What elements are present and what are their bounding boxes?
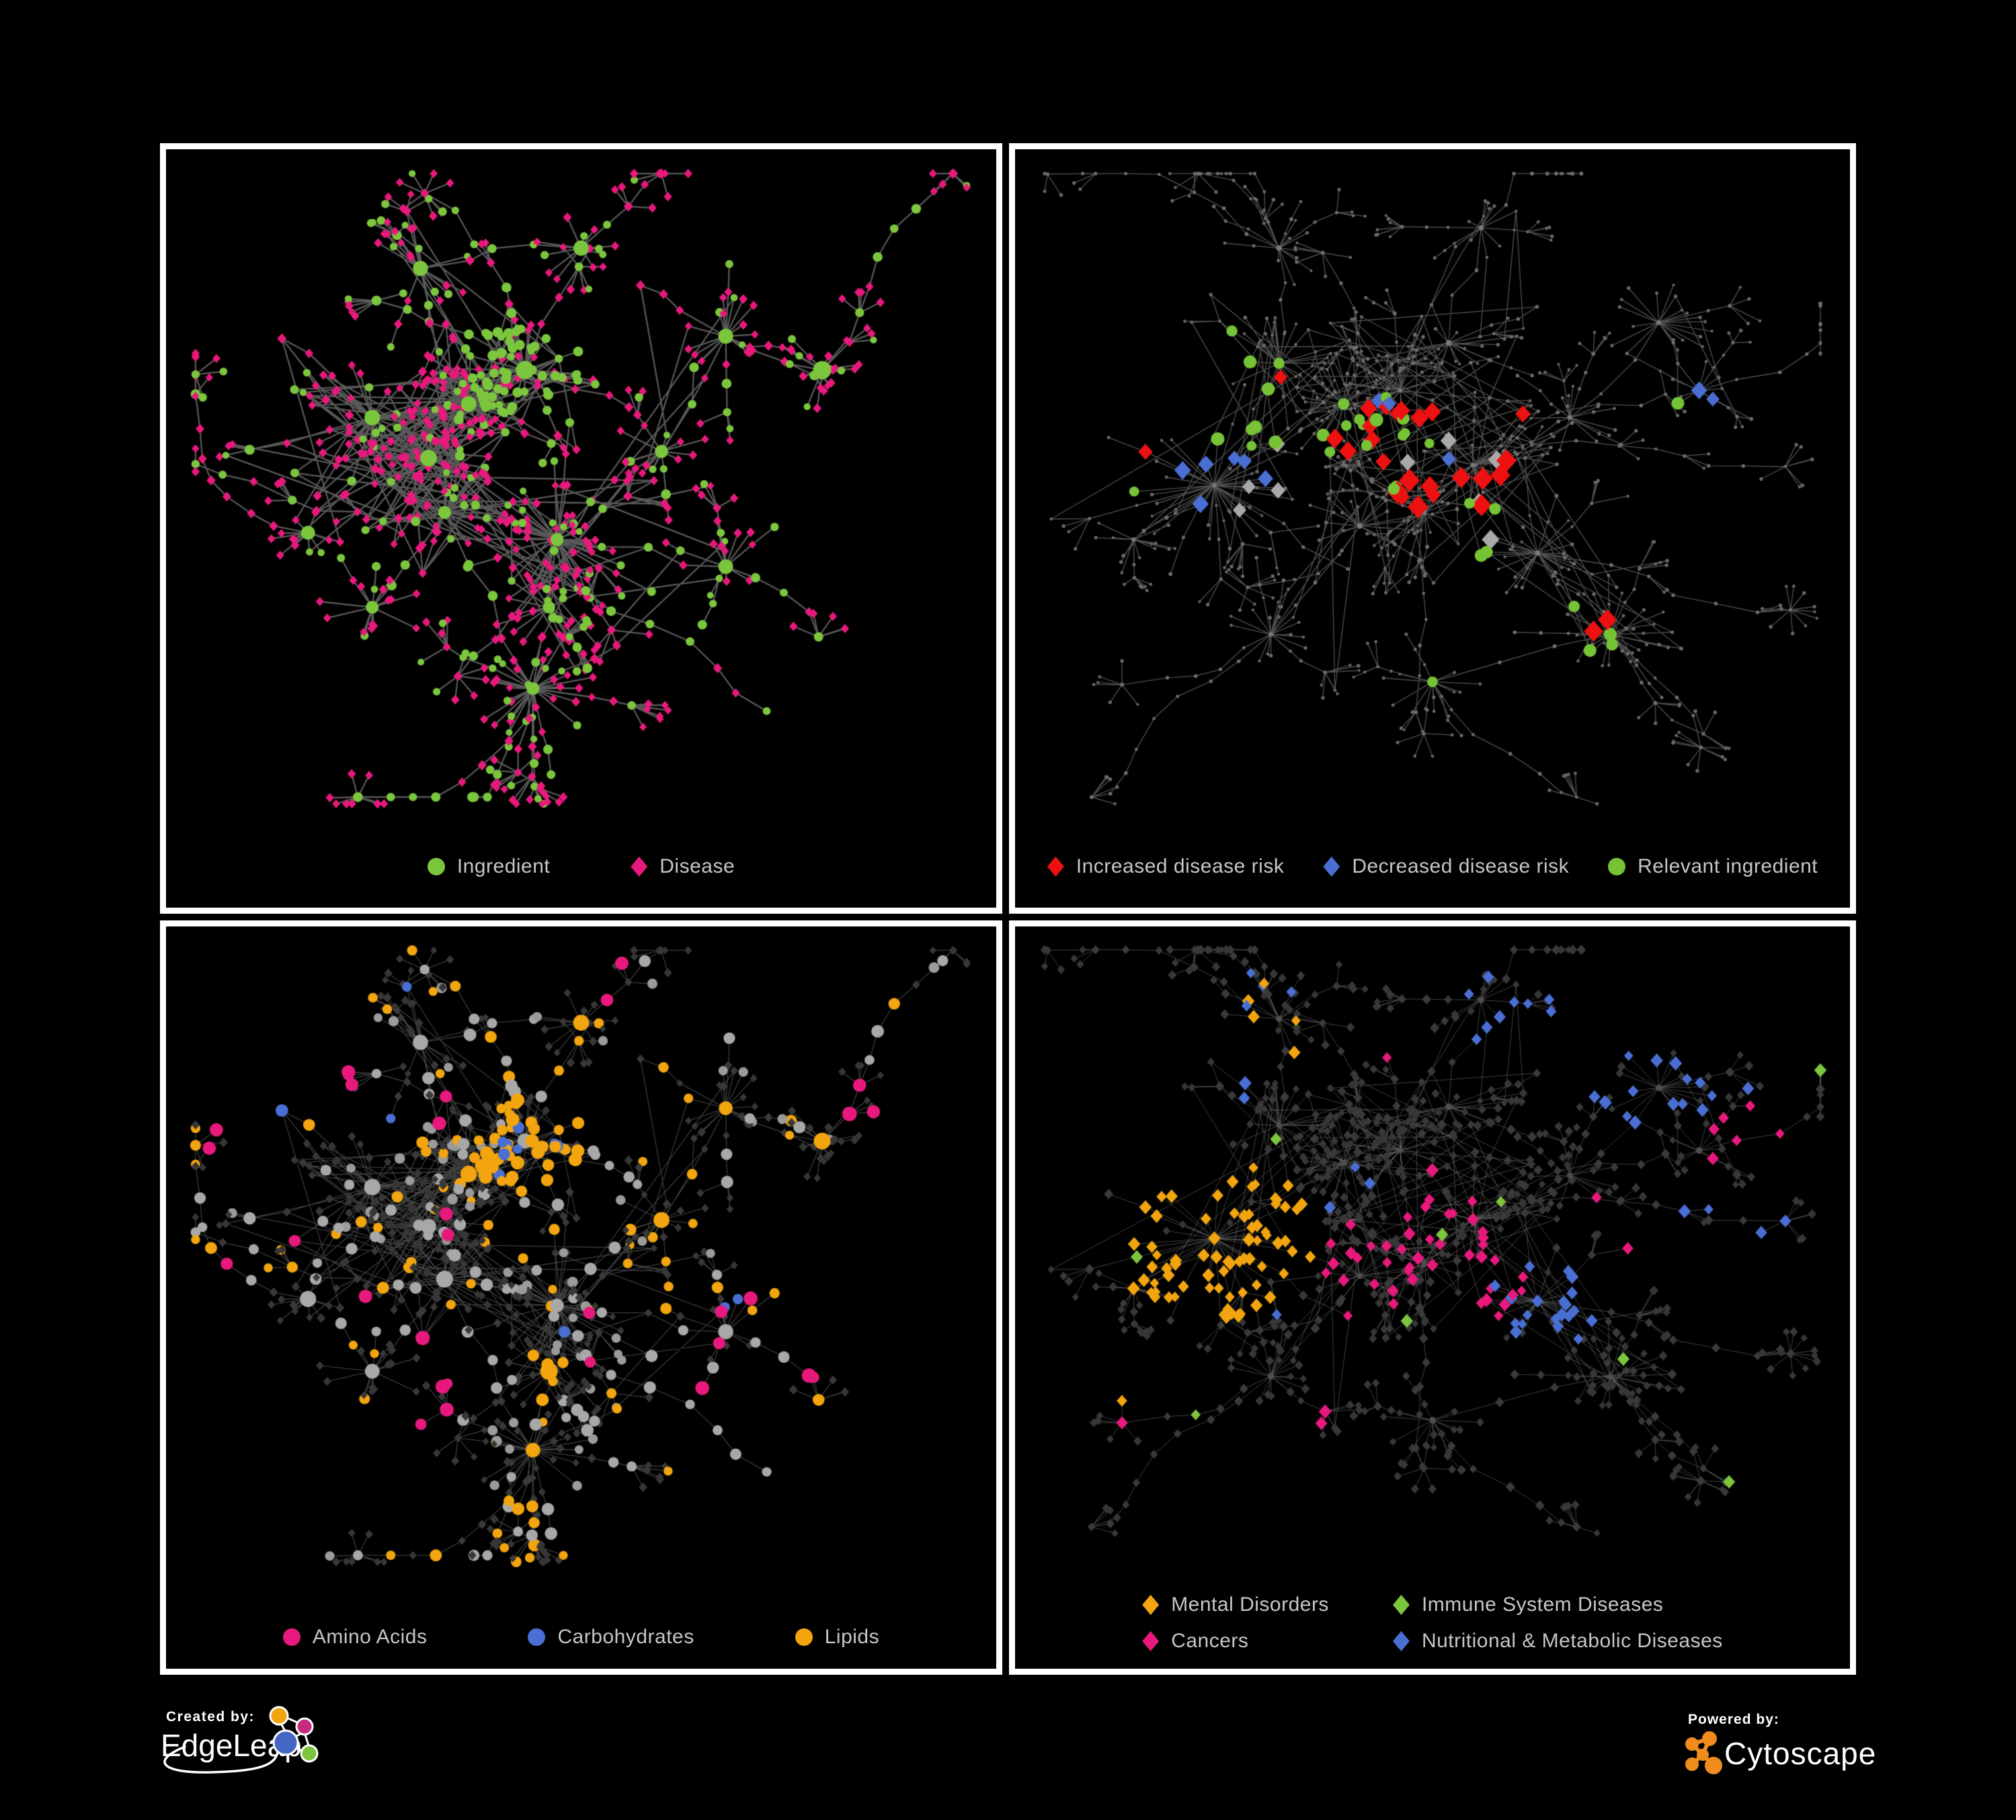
panel-nutrient-classes: Amino Acids Carbohydrates Lipids	[160, 920, 1002, 1675]
legend-item-ingredient: Ingredient	[427, 855, 551, 878]
legend-item-increased-risk: Increased disease risk	[1047, 855, 1284, 878]
network-canvas-ingredient-disease	[166, 149, 996, 848]
panel-disease-categories: Mental Disorders Immune System Diseases …	[1009, 920, 1856, 1675]
legend-item-mental-disorders: Mental Disorders	[1142, 1593, 1329, 1616]
legend-item-immune-system-diseases: Immune System Diseases	[1392, 1593, 1723, 1616]
carbohydrates-marker-icon	[528, 1628, 546, 1646]
powered-by-label: Powered by:	[1688, 1712, 1779, 1727]
edgeleap-network-icon	[269, 1706, 319, 1763]
panel-disease-risk: Increased disease risk Decreased disease…	[1009, 143, 1856, 914]
cytoscape-brand-text: Cytoscape	[1724, 1736, 1876, 1771]
legend-label: Mental Disorders	[1171, 1593, 1329, 1616]
legend-item-decreased-risk: Decreased disease risk	[1323, 855, 1569, 878]
immune-system-marker-icon	[1392, 1595, 1410, 1615]
network-canvas-nutrient-classes	[166, 926, 996, 1606]
network-canvas-disease-categories	[1015, 926, 1850, 1575]
cancers-marker-icon	[1142, 1631, 1160, 1651]
legend-item-nutritional-metabolic-diseases: Nutritional & Metabolic Diseases	[1392, 1630, 1723, 1653]
legend-item-cancers: Cancers	[1142, 1630, 1329, 1653]
legend-label: Lipids	[824, 1626, 880, 1648]
legend-item-amino-acids: Amino Acids	[282, 1626, 428, 1649]
panel-ingredient-disease: Ingredient Disease	[160, 143, 1002, 914]
mental-disorders-marker-icon	[1142, 1595, 1160, 1615]
created-by-logo: Created by: EdgeLeap	[158, 1705, 333, 1786]
legend-label: Immune System Diseases	[1421, 1593, 1664, 1616]
legend-disease-categories: Mental Disorders Immune System Diseases …	[1015, 1593, 1850, 1653]
disease-marker-icon	[631, 857, 648, 877]
edgeleap-swoosh	[163, 1744, 280, 1774]
legend-label: Relevant ingredient	[1638, 855, 1818, 877]
increased-risk-marker-icon	[1047, 857, 1064, 877]
legend-label: Ingredient	[456, 855, 551, 877]
powered-by-logo: Powered by: Cytoscape	[1657, 1706, 1879, 1784]
legend-label: Cancers	[1171, 1630, 1249, 1652]
legend-item-relevant-ingredient: Relevant ingredient	[1608, 855, 1818, 878]
decreased-risk-marker-icon	[1323, 857, 1340, 877]
legend-item-disease: Disease	[631, 855, 735, 878]
legend-nutrient-classes: Amino Acids Carbohydrates Lipids	[166, 1626, 996, 1649]
legend-label: Carbohydrates	[557, 1626, 694, 1648]
edgeleap-logo: Created by: EdgeLeap	[161, 1706, 319, 1774]
legend-ingredient-disease: Ingredient Disease	[166, 855, 996, 878]
lipids-marker-icon	[795, 1628, 813, 1646]
relevant-ingredient-marker-icon	[1608, 858, 1626, 875]
created-by-label: Created by:	[166, 1709, 255, 1725]
legend-item-carbohydrates: Carbohydrates	[528, 1626, 694, 1649]
cytoscape-icon	[1685, 1731, 1722, 1774]
legend-label: Increased disease risk	[1076, 855, 1285, 877]
legend-disease-risk: Increased disease risk Decreased disease…	[1015, 855, 1850, 878]
cytoscape-logo: Powered by: Cytoscape	[1685, 1712, 1876, 1774]
network-canvas-disease-risk	[1015, 149, 1850, 848]
legend-label: Decreased disease risk	[1352, 855, 1570, 877]
ingredient-marker-icon	[427, 858, 445, 875]
figure-grid: Ingredient Disease Increased disease ris…	[160, 143, 1856, 1675]
legend-label: Disease	[659, 855, 735, 877]
legend-label: Amino Acids	[312, 1626, 428, 1648]
legend-item-lipids: Lipids	[795, 1626, 879, 1649]
nutritional-metabolic-marker-icon	[1392, 1631, 1410, 1651]
legend-label: Nutritional & Metabolic Diseases	[1421, 1630, 1723, 1652]
amino-acids-marker-icon	[282, 1628, 300, 1646]
